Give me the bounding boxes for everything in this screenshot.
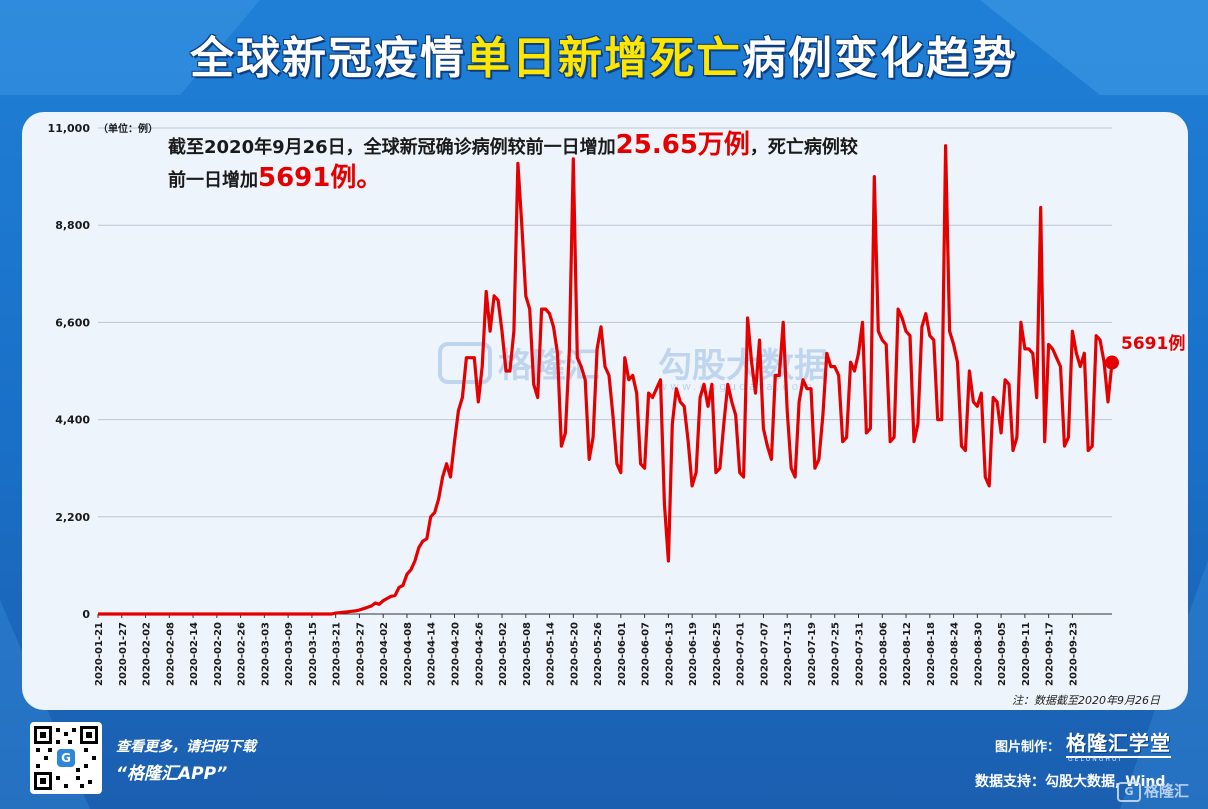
x-tick-label: 2020-02-26 [237,622,248,686]
x-tick-label: 2020-04-08 [403,622,414,686]
corner-watermark: G 格隆汇 [1117,780,1189,802]
scan-prompt: 查看更多，请扫码下载 [116,739,256,755]
series-line-daily-deaths [98,144,1114,616]
x-tick-label: 2020-04-14 [427,622,438,686]
data-note: 注：数据截至2020年9月26日 [1012,694,1160,707]
x-tick-label: 2020-03-03 [260,622,271,686]
x-tick-label: 2020-05-08 [522,622,533,686]
title-part1: 全球新冠疫情 [190,33,466,84]
annotation-line-1: 截至2020年9月26日，全球新冠确诊病例较前一日增加25.65万例，死亡病例较 [168,130,948,163]
y-tick-label: 2,200 [55,511,90,524]
end-value-label: 5691例 [1121,334,1186,354]
x-tick-label: 2020-08-24 [950,622,961,686]
watermark-sub: 勾股大数据 [658,346,828,386]
x-tick-label: 2020-09-11 [1021,622,1032,686]
annotation-text-1a: 截至2020年9月26日，全球新冠确诊病例较前一日增加 [168,137,616,158]
y-tick-label: 11,000 [48,122,91,135]
qr-pattern [34,726,98,790]
chart-title: 全球新冠疫情单日新增死亡病例变化趋势 [0,22,1208,86]
title-part2: 病例变化趋势 [742,33,1018,84]
x-tick-label: 2020-04-02 [379,622,390,686]
annotation-text-2a: 前一日增加 [168,170,258,191]
x-tick-label: 2020-01-21 [94,622,105,686]
x-tick-label: 2020-03-21 [332,622,343,686]
x-tick-label: 2020-08-12 [902,622,913,686]
x-tick-label: 2020-07-13 [783,622,794,686]
x-tick-label: 2020-01-27 [118,622,129,686]
x-tick-label: 2020-07-25 [831,622,842,686]
x-tick-label: 2020-03-09 [284,622,295,686]
y-tick-label: 8,800 [55,219,90,232]
x-tick-label: 2020-06-13 [664,622,675,686]
x-tick-label: 2020-07-01 [736,622,747,686]
x-tick-label: 2020-07-07 [759,622,770,686]
corner-watermark-text: 格隆汇 [1144,782,1190,800]
annotation-death-increase: 5691例。 [258,163,383,193]
x-tick-label: 2020-06-01 [617,622,628,686]
x-tick-label: 2020-06-19 [688,622,699,686]
x-tick-label: 2020-07-31 [855,622,866,686]
x-tick-label: 2020-09-17 [1045,622,1056,686]
x-tick-label: 2020-03-15 [308,622,319,686]
x-tick-label: 2020-08-30 [973,622,984,686]
x-tick-label: 2020-05-26 [593,622,604,686]
y-tick-label: 4,400 [55,414,90,427]
end-point-marker [1105,355,1119,370]
x-tick-label: 2020-03-27 [355,622,366,686]
x-tick-label: 2020-07-19 [807,622,818,686]
watermark: 格隆汇 勾股大数据 www.gogudata.com [438,338,858,398]
x-tick-label: 2020-05-20 [569,622,580,686]
watermark-name: 格隆汇 [498,346,600,386]
x-tick-label: 2020-06-25 [712,622,723,686]
annotation-confirmed-increase: 25.65万例 [615,130,750,160]
x-tick-label: 2020-02-02 [142,622,153,686]
brand-logo-subtext: GELONGHUI [1068,756,1123,763]
y-tick-label: 6,600 [55,316,90,329]
x-tick-label: 2020-05-14 [546,622,557,686]
title-highlight: 单日新增死亡 [466,33,742,84]
x-tick-label: 2020-09-05 [997,622,1008,686]
x-tick-label: 2020-08-18 [926,622,937,686]
x-tick-label: 2020-05-02 [498,622,509,686]
annotation-text-1b: ，死亡病例较 [749,137,858,158]
qr-logo-icon: G [57,749,75,767]
app-name: “格隆汇APP” [116,764,228,784]
x-tick-label: 2020-04-26 [474,622,485,686]
x-tick-label: 2020-04-20 [450,622,461,686]
brand-logo: 格隆汇学堂 [1066,727,1171,758]
unit-label: （单位：例） [98,122,158,135]
x-tick-label: 2020-02-20 [213,622,224,686]
x-tick-label: 2020-09-23 [1068,622,1079,686]
x-tick-label: 2020-02-14 [189,622,200,686]
qr-code[interactable]: G [30,722,102,794]
annotation-line-2: 前一日增加5691例。 [168,163,948,196]
x-tick-label: 2020-02-08 [165,622,176,686]
x-tick-label: 2020-08-06 [878,622,889,686]
y-tick-label: 0 [82,608,90,621]
annotation-text: 截至2020年9月26日，全球新冠确诊病例较前一日增加25.65万例，死亡病例较… [168,130,948,196]
made-by-label: 图片制作： [995,740,1061,755]
corner-logo-icon: G [1117,781,1141,802]
x-tick-label: 2020-06-07 [641,622,652,686]
